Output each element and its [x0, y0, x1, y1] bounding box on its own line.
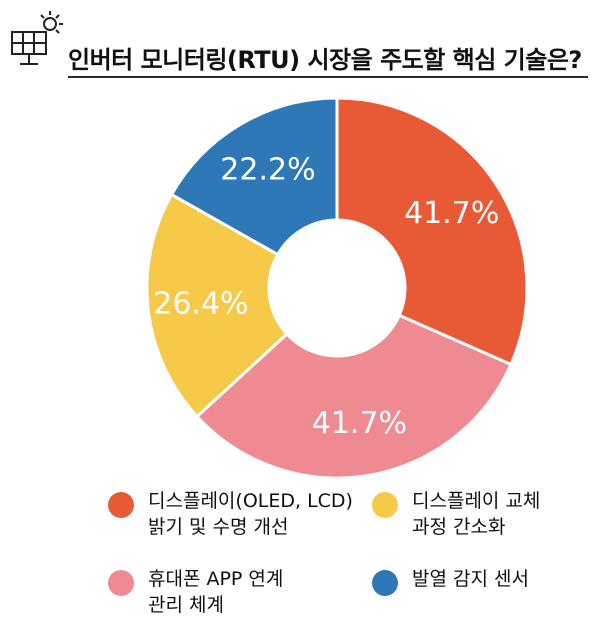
- legend-item-display-replacement: 디스플레이 교체 과정 간소화: [372, 488, 540, 540]
- donut-chart: 41.7% 41.7% 26.4% 22.2%: [0, 90, 600, 490]
- legend-label: 디스플레이(OLED, LCD) 밝기 및 수명 개선: [148, 490, 353, 538]
- legend-swatch: [108, 492, 134, 518]
- legend-item-display-brightness: 디스플레이(OLED, LCD) 밝기 및 수명 개선: [108, 488, 353, 540]
- donut-slice: [194, 313, 513, 480]
- header: 인버터 모니터링(RTU) 시장을 주도할 핵심 기술은?: [0, 0, 600, 80]
- legend-swatch: [108, 570, 134, 596]
- legend-swatch: [372, 492, 398, 518]
- legend-item-app-management: 휴대폰 APP 연계 관리 체계: [108, 566, 283, 618]
- legend-label: 발열 감지 센서: [412, 568, 529, 590]
- solar-panel-icon: [11, 11, 63, 65]
- slice-value-label: 26.4%: [153, 287, 248, 322]
- slice-value-label: 22.2%: [220, 153, 315, 188]
- legend-swatch: [372, 570, 398, 596]
- slice-value-label: 41.7%: [312, 406, 407, 441]
- donut-slice: [169, 96, 339, 257]
- title-underline: [68, 76, 588, 78]
- donut-slice: [145, 192, 290, 419]
- donut-chart-svg: 41.7% 41.7% 26.4% 22.2%: [145, 96, 529, 480]
- slice-value-label: 41.7%: [404, 196, 499, 231]
- page-title: 인버터 모니터링(RTU) 시장을 주도할 핵심 기술은?: [68, 46, 582, 74]
- legend-label: 디스플레이 교체 과정 간소화: [412, 490, 541, 538]
- legend-label: 휴대폰 APP 연계 관리 체계: [148, 568, 284, 616]
- legend: 디스플레이(OLED, LCD) 밝기 및 수명 개선 디스플레이 교체 과정 …: [0, 480, 600, 630]
- legend-item-heat-sensor: 발열 감지 센서: [372, 566, 529, 596]
- donut-slice: [335, 96, 529, 367]
